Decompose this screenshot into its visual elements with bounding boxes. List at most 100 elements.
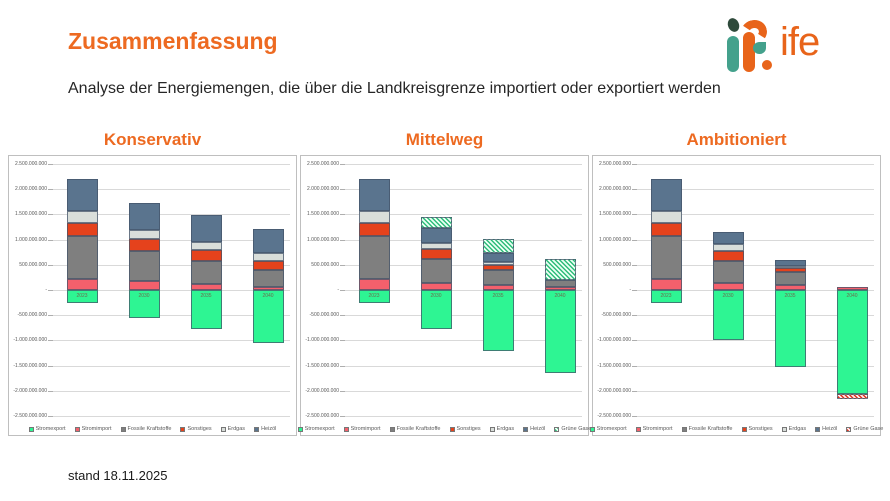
y-axis-label: -1.500.000.000 xyxy=(305,362,339,369)
bar-segment xyxy=(712,261,744,284)
bar-segment xyxy=(190,261,222,284)
legend-item: Sonstiges xyxy=(741,426,773,432)
bar-segment xyxy=(66,236,98,280)
legend-swatch-icon xyxy=(741,426,747,432)
legend-item: Stromimport xyxy=(635,426,673,432)
bar-segment xyxy=(420,259,452,284)
axis-tick xyxy=(340,365,345,367)
legend-swatch-icon xyxy=(180,426,186,432)
category-label: 2040 xyxy=(846,293,858,299)
y-axis-label: -500.000.000 xyxy=(601,312,631,319)
legend-item: Erdgas xyxy=(781,426,806,432)
bar-segment xyxy=(650,236,682,280)
axis-tick xyxy=(340,239,345,241)
bar-segment xyxy=(420,290,452,330)
chart-legend: Stromexport Stromimport Fossile Kraftstoff… xyxy=(589,426,883,432)
category-label: 2030 xyxy=(138,293,150,299)
bar-segment xyxy=(190,215,222,243)
y-axis-label: 2.500.000.000 xyxy=(307,161,339,167)
legend-label: Fossile Kraftstoffe xyxy=(127,426,172,432)
chart-block-ambitioniert: Ambitioniert 2.500.000.000 2.000.000.000 1… xyxy=(589,130,883,436)
y-axis-label: 2.000.000.000 xyxy=(599,186,631,193)
axis-tick xyxy=(632,264,637,266)
axis-tick xyxy=(632,315,637,317)
axis-tick xyxy=(340,189,345,191)
y-axis-label: -500.000.000 xyxy=(17,312,47,319)
logo-leaf-icon xyxy=(753,42,766,54)
gridline xyxy=(637,189,874,191)
gridline xyxy=(345,239,582,241)
axis-tick xyxy=(632,239,637,241)
y-axis-label: 2.500.000.000 xyxy=(599,161,631,167)
gridline xyxy=(345,416,582,417)
chart-panel-ambitioniert: 2.500.000.000 2.000.000.000 1.500.000.000 1… xyxy=(589,155,883,436)
legend-item: Sonstiges xyxy=(180,426,212,432)
y-axis-label: -2.000.000.000 xyxy=(13,387,47,394)
legend-swatch-icon xyxy=(489,426,495,432)
legend-label: Stromimport xyxy=(642,426,673,432)
gridline xyxy=(345,189,582,191)
gridline xyxy=(53,189,290,191)
legend-item: Grüne Gase xyxy=(846,426,883,432)
bar-segment xyxy=(252,253,284,261)
bar-segment xyxy=(712,244,744,252)
gridline xyxy=(53,164,290,165)
category-label: 2030 xyxy=(722,293,734,299)
gridline xyxy=(345,290,582,291)
gridline xyxy=(345,365,582,367)
axis-tick xyxy=(48,365,53,367)
bar-segment xyxy=(774,266,806,269)
legend-item: Fossile Kraftstoffe xyxy=(681,426,733,432)
y-axis-label: -1.000.000.000 xyxy=(597,337,631,344)
bar-segment xyxy=(252,286,284,290)
chart-block-mittelweg: Mittelweg 2.500.000.000 2.000.000.000 1.50… xyxy=(297,130,591,436)
bar-segment xyxy=(482,262,514,266)
bar-segment xyxy=(190,290,222,330)
legend-swatch-icon xyxy=(297,426,303,432)
legend-swatch-icon xyxy=(220,426,226,432)
legend-label: Sonstiges xyxy=(748,426,773,432)
logo-f-stem-icon xyxy=(743,32,755,72)
legend-swatch-icon xyxy=(815,426,821,432)
gridline xyxy=(345,164,582,165)
legend-item: Erdgas xyxy=(220,426,245,432)
bar-segment xyxy=(650,290,682,303)
bar-segment xyxy=(358,290,390,303)
bar-segment xyxy=(358,211,390,223)
bar-segment xyxy=(482,269,514,286)
legend-item: Stromexport xyxy=(297,426,335,432)
bar-segment xyxy=(836,286,868,290)
chart-title-konservativ: Konservativ xyxy=(103,130,202,149)
page-title: Zusammenfassung xyxy=(68,28,278,54)
bar-segment xyxy=(128,238,160,252)
legend-swatch-icon xyxy=(343,426,349,432)
chart-legend: Stromexport Stromimport Fossile Kraftstoff… xyxy=(9,426,296,432)
ife-logo: ife xyxy=(725,16,876,74)
bar-segment xyxy=(252,260,284,270)
slide-subtitle: Analyse der Energiemengen, die über die … xyxy=(68,80,721,97)
y-axis-label: -2.500.000.000 xyxy=(597,413,631,419)
category-label: 2040 xyxy=(554,293,566,299)
legend-swatch-icon xyxy=(449,426,455,432)
axis-tick xyxy=(632,340,637,342)
y-axis-label: -2.500.000.000 xyxy=(13,413,47,419)
y-axis-label: 500.000.000 xyxy=(311,261,339,268)
chart-legend: Stromexport Stromimport Fossile Kraftstoff… xyxy=(297,426,591,432)
bar-segment xyxy=(128,251,160,282)
y-axis-label: - xyxy=(45,287,47,293)
y-axis-label: 1.000.000.000 xyxy=(15,236,47,243)
bar-segment xyxy=(544,287,576,290)
axis-tick xyxy=(340,214,345,216)
logo-leaf-dot-icon xyxy=(725,16,742,34)
y-axis-label: 2.000.000.000 xyxy=(307,186,339,193)
bar-segment xyxy=(190,283,222,290)
y-axis-label: 1.000.000.000 xyxy=(599,236,631,243)
y-axis-label: 500.000.000 xyxy=(19,261,47,268)
legend-item: Stromimport xyxy=(74,426,112,432)
legend-item: Stromimport xyxy=(343,426,381,432)
axis-tick xyxy=(340,390,345,392)
y-axis-label: - xyxy=(337,287,339,293)
y-axis-label: 1.500.000.000 xyxy=(15,211,47,218)
gridline xyxy=(637,365,874,367)
